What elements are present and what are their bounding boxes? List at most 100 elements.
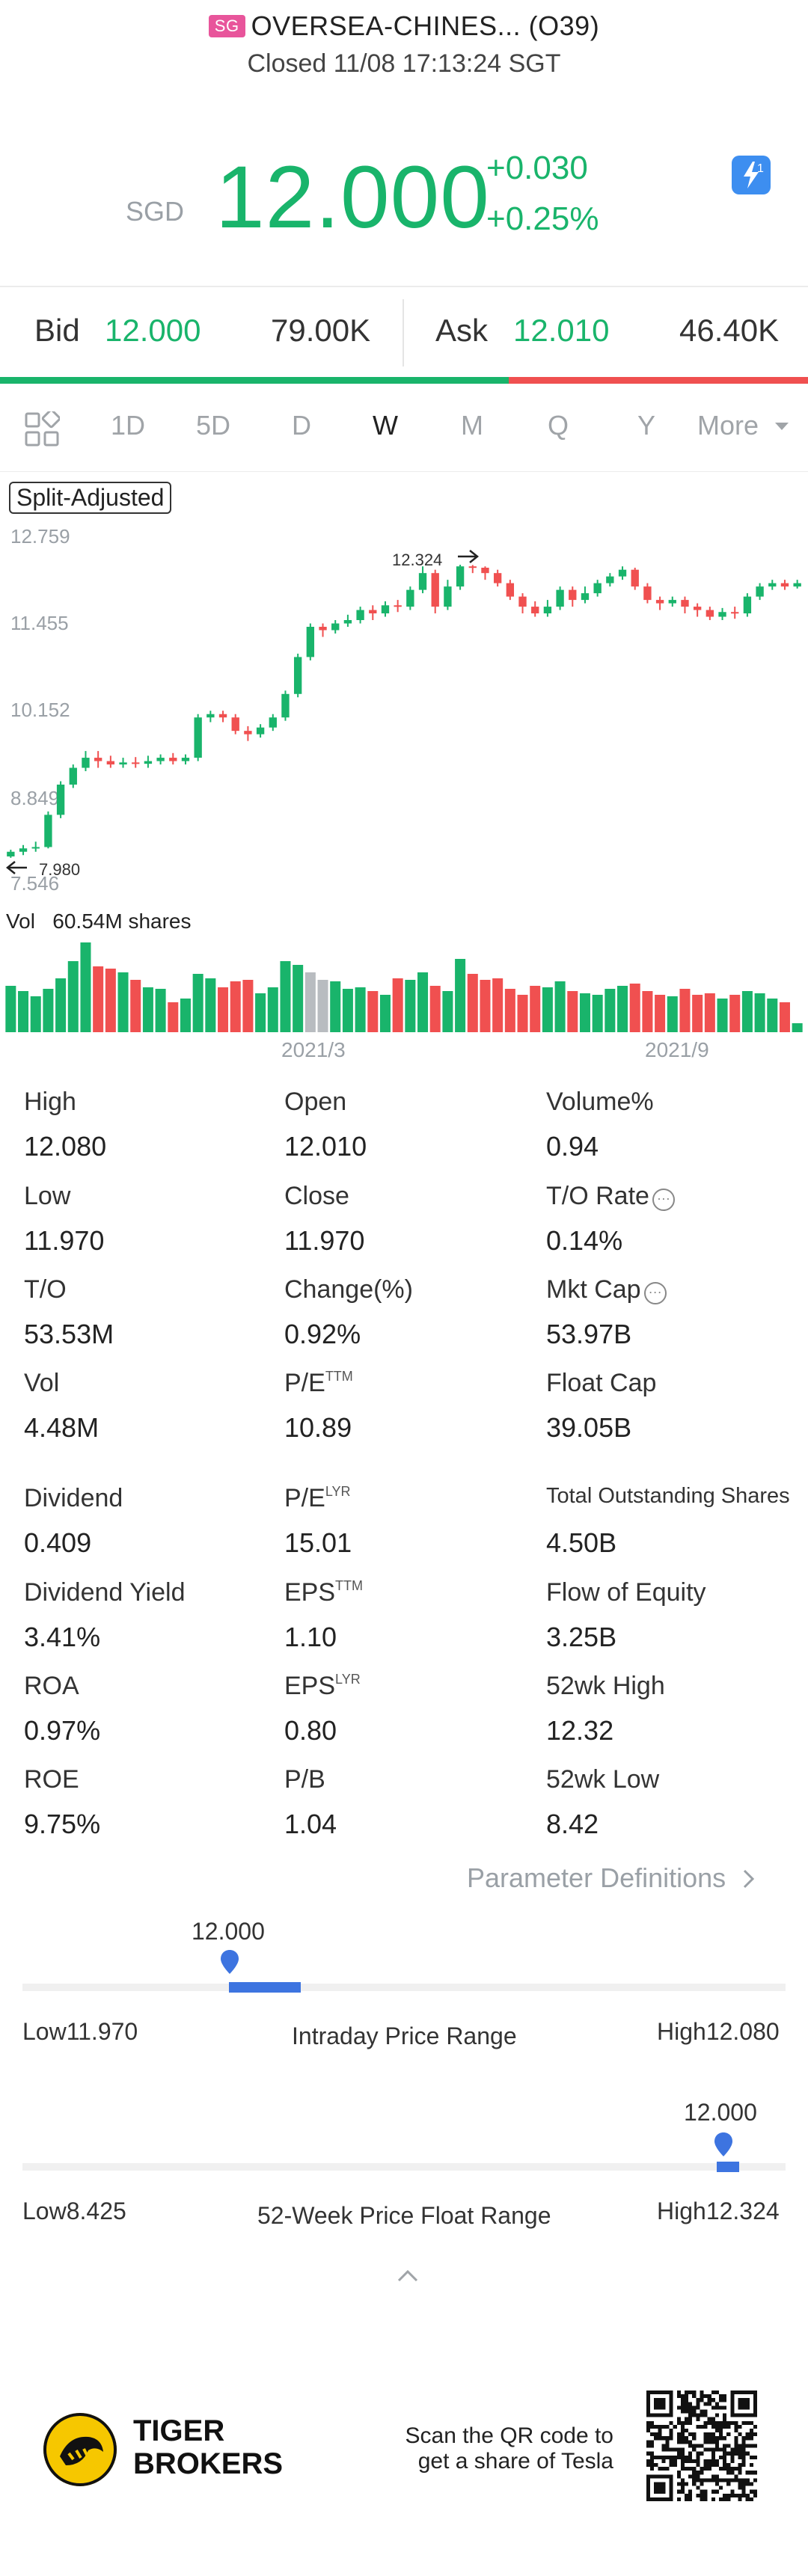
qr-module xyxy=(714,2459,719,2463)
volume-label: Vol 60.54M shares xyxy=(6,910,192,933)
volume-bar xyxy=(605,989,616,1032)
qr-module xyxy=(703,2432,708,2437)
qr-module xyxy=(723,2413,727,2417)
qr-module xyxy=(703,2489,708,2494)
candle-up xyxy=(756,586,764,597)
divider xyxy=(0,471,808,472)
qr-module xyxy=(673,2447,677,2452)
qr-module xyxy=(700,2471,704,2475)
volume-bar xyxy=(792,1023,803,1032)
qr-module xyxy=(745,2478,750,2483)
tab-more[interactable]: More xyxy=(697,410,790,441)
qr-module xyxy=(685,2394,689,2399)
qr-module xyxy=(723,2398,727,2402)
stat-value: 8.42 xyxy=(546,1809,599,1839)
candle-up xyxy=(444,586,452,607)
qr-module xyxy=(665,2455,670,2459)
candle-up xyxy=(19,848,28,852)
parameter-definitions-link[interactable]: Parameter Definitions xyxy=(467,1862,756,1894)
volume-bar xyxy=(304,972,316,1032)
stat-value: 0.92% xyxy=(284,1319,361,1349)
candle-up xyxy=(768,583,777,587)
candle-up xyxy=(206,714,215,718)
volume-bar xyxy=(554,981,566,1032)
lightning-icon[interactable]: 1 xyxy=(732,156,771,194)
qr-module xyxy=(692,2409,697,2414)
split-adjusted-toggle[interactable]: Split-Adjusted xyxy=(9,482,172,514)
candle-down xyxy=(94,758,102,761)
candle-down xyxy=(631,569,639,587)
volume-bar xyxy=(379,995,391,1032)
chevron-up-icon[interactable] xyxy=(397,2268,419,2283)
qr-module xyxy=(749,2497,753,2501)
tab-5d[interactable]: 5D xyxy=(196,410,231,441)
qr-module xyxy=(726,2420,731,2425)
qr-module xyxy=(707,2440,711,2444)
qr-module xyxy=(703,2436,708,2441)
tab-m[interactable]: M xyxy=(461,410,483,441)
stat-label: Vol xyxy=(24,1369,59,1398)
qr-module xyxy=(654,2455,658,2459)
qr-module xyxy=(749,2489,753,2494)
qr-module xyxy=(661,2447,666,2452)
qr-module xyxy=(673,2462,677,2468)
candlestick-chart[interactable]: 12.324 7.980 xyxy=(0,524,808,1040)
qr-module xyxy=(718,2485,723,2490)
qr-module xyxy=(703,2459,708,2463)
qr-module xyxy=(696,2459,700,2463)
qr-module xyxy=(741,2485,746,2490)
stat-label-text: P/E xyxy=(284,1484,325,1512)
tab-d[interactable]: D xyxy=(292,410,311,441)
qr-module xyxy=(658,2467,662,2471)
qr-module xyxy=(730,2447,735,2452)
info-more-icon[interactable]: ··· xyxy=(652,1189,675,1211)
qr-module xyxy=(734,2444,738,2448)
stat-label: P/ELYR xyxy=(284,1484,351,1513)
candle-up xyxy=(44,815,52,847)
candle-up xyxy=(156,758,165,761)
qr-module xyxy=(665,2436,670,2441)
candle-up xyxy=(343,620,352,624)
qr-module xyxy=(730,2478,735,2483)
stat-label: Open xyxy=(284,1088,346,1117)
qr-module xyxy=(707,2394,711,2399)
ask-size: 46.40K xyxy=(679,313,780,348)
stat-value: 15.01 xyxy=(284,1527,352,1558)
qr-module xyxy=(665,2424,670,2429)
qr-module xyxy=(753,2444,757,2448)
stat-value: 39.05B xyxy=(546,1412,632,1443)
qr-module xyxy=(676,2394,681,2399)
volume-bar xyxy=(592,995,603,1032)
tab-q[interactable]: Q xyxy=(548,410,569,441)
lightning-icon-graphic xyxy=(744,162,759,188)
candle-down xyxy=(518,596,527,607)
stat-value: 0.80 xyxy=(284,1715,337,1746)
y-tick-label: 12.759 xyxy=(10,525,70,548)
qr-module xyxy=(718,2405,723,2410)
qr-module xyxy=(703,2467,708,2471)
chevron-right-icon xyxy=(744,1869,755,1889)
qr-module xyxy=(661,2424,666,2429)
qr-module xyxy=(696,2462,700,2468)
qr-module xyxy=(646,2444,651,2448)
tab-y[interactable]: Y xyxy=(637,410,656,441)
volume-bar xyxy=(130,980,141,1032)
stat-label: P/ETTM xyxy=(284,1369,353,1398)
info-more-icon[interactable]: ··· xyxy=(643,1282,667,1304)
qr-module xyxy=(696,2478,700,2483)
intraday-range-title: Intraday Price Range xyxy=(292,2023,517,2049)
tab-1d[interactable]: 1D xyxy=(111,410,146,441)
qr-module xyxy=(665,2440,670,2444)
qr-module xyxy=(676,2455,681,2459)
qr-module xyxy=(723,2493,727,2497)
qr-module xyxy=(688,2391,693,2395)
qr-module xyxy=(680,2432,685,2437)
tab-w[interactable]: W xyxy=(373,410,398,441)
qr-module xyxy=(711,2436,715,2441)
volume-bar xyxy=(255,993,266,1032)
qr-module xyxy=(650,2420,655,2425)
stat-value: 4.50B xyxy=(546,1527,617,1558)
volume-bar xyxy=(205,978,216,1032)
layout-grid-icon[interactable] xyxy=(24,411,60,447)
volume-bar xyxy=(480,980,491,1032)
